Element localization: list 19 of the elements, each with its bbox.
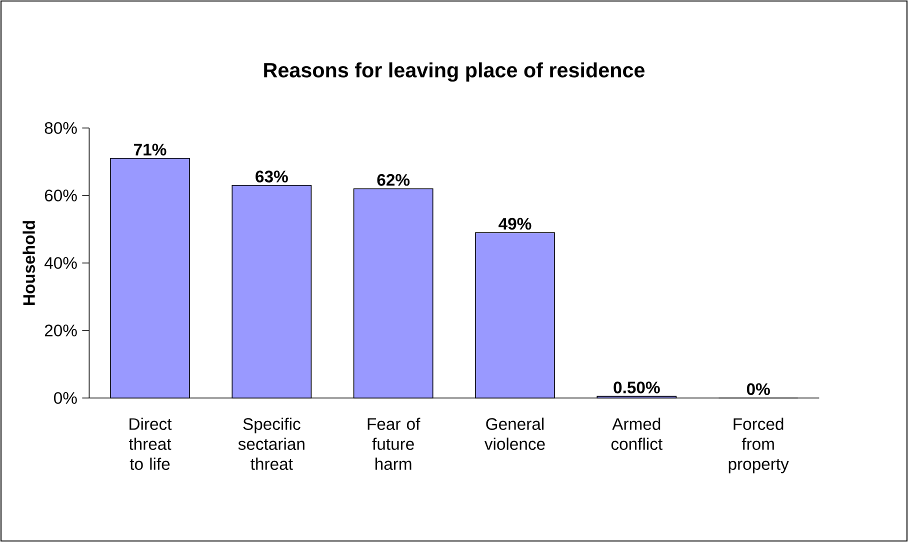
- y-tick-label: 60%: [44, 190, 77, 202]
- y-tick-label: 80%: [44, 122, 77, 134]
- x-tick-label: Specific sectarian threat: [238, 418, 304, 470]
- data-label: 0%: [746, 383, 770, 396]
- chart-title: Reasons for leaving place of residence: [264, 62, 645, 82]
- x-tick-label: Armed conflict: [611, 418, 662, 450]
- data-label: 62%: [377, 174, 410, 186]
- x-tick-label: Direct threat to life: [128, 418, 172, 470]
- data-label: 71%: [134, 144, 166, 156]
- x-tick-label: Forced from property: [728, 418, 789, 474]
- data-label: 63%: [256, 170, 288, 182]
- y-tick-label: 40%: [44, 257, 77, 269]
- x-tick-label: General violence: [484, 418, 545, 450]
- y-tick-label: 20%: [44, 324, 77, 336]
- data-label: 49%: [498, 218, 532, 230]
- y-tick-label: 0%: [54, 392, 77, 404]
- data-label: 0.50%: [614, 382, 660, 394]
- x-tick-label: Fear of future harm: [368, 418, 420, 470]
- y-axis-title: Household: [22, 221, 35, 305]
